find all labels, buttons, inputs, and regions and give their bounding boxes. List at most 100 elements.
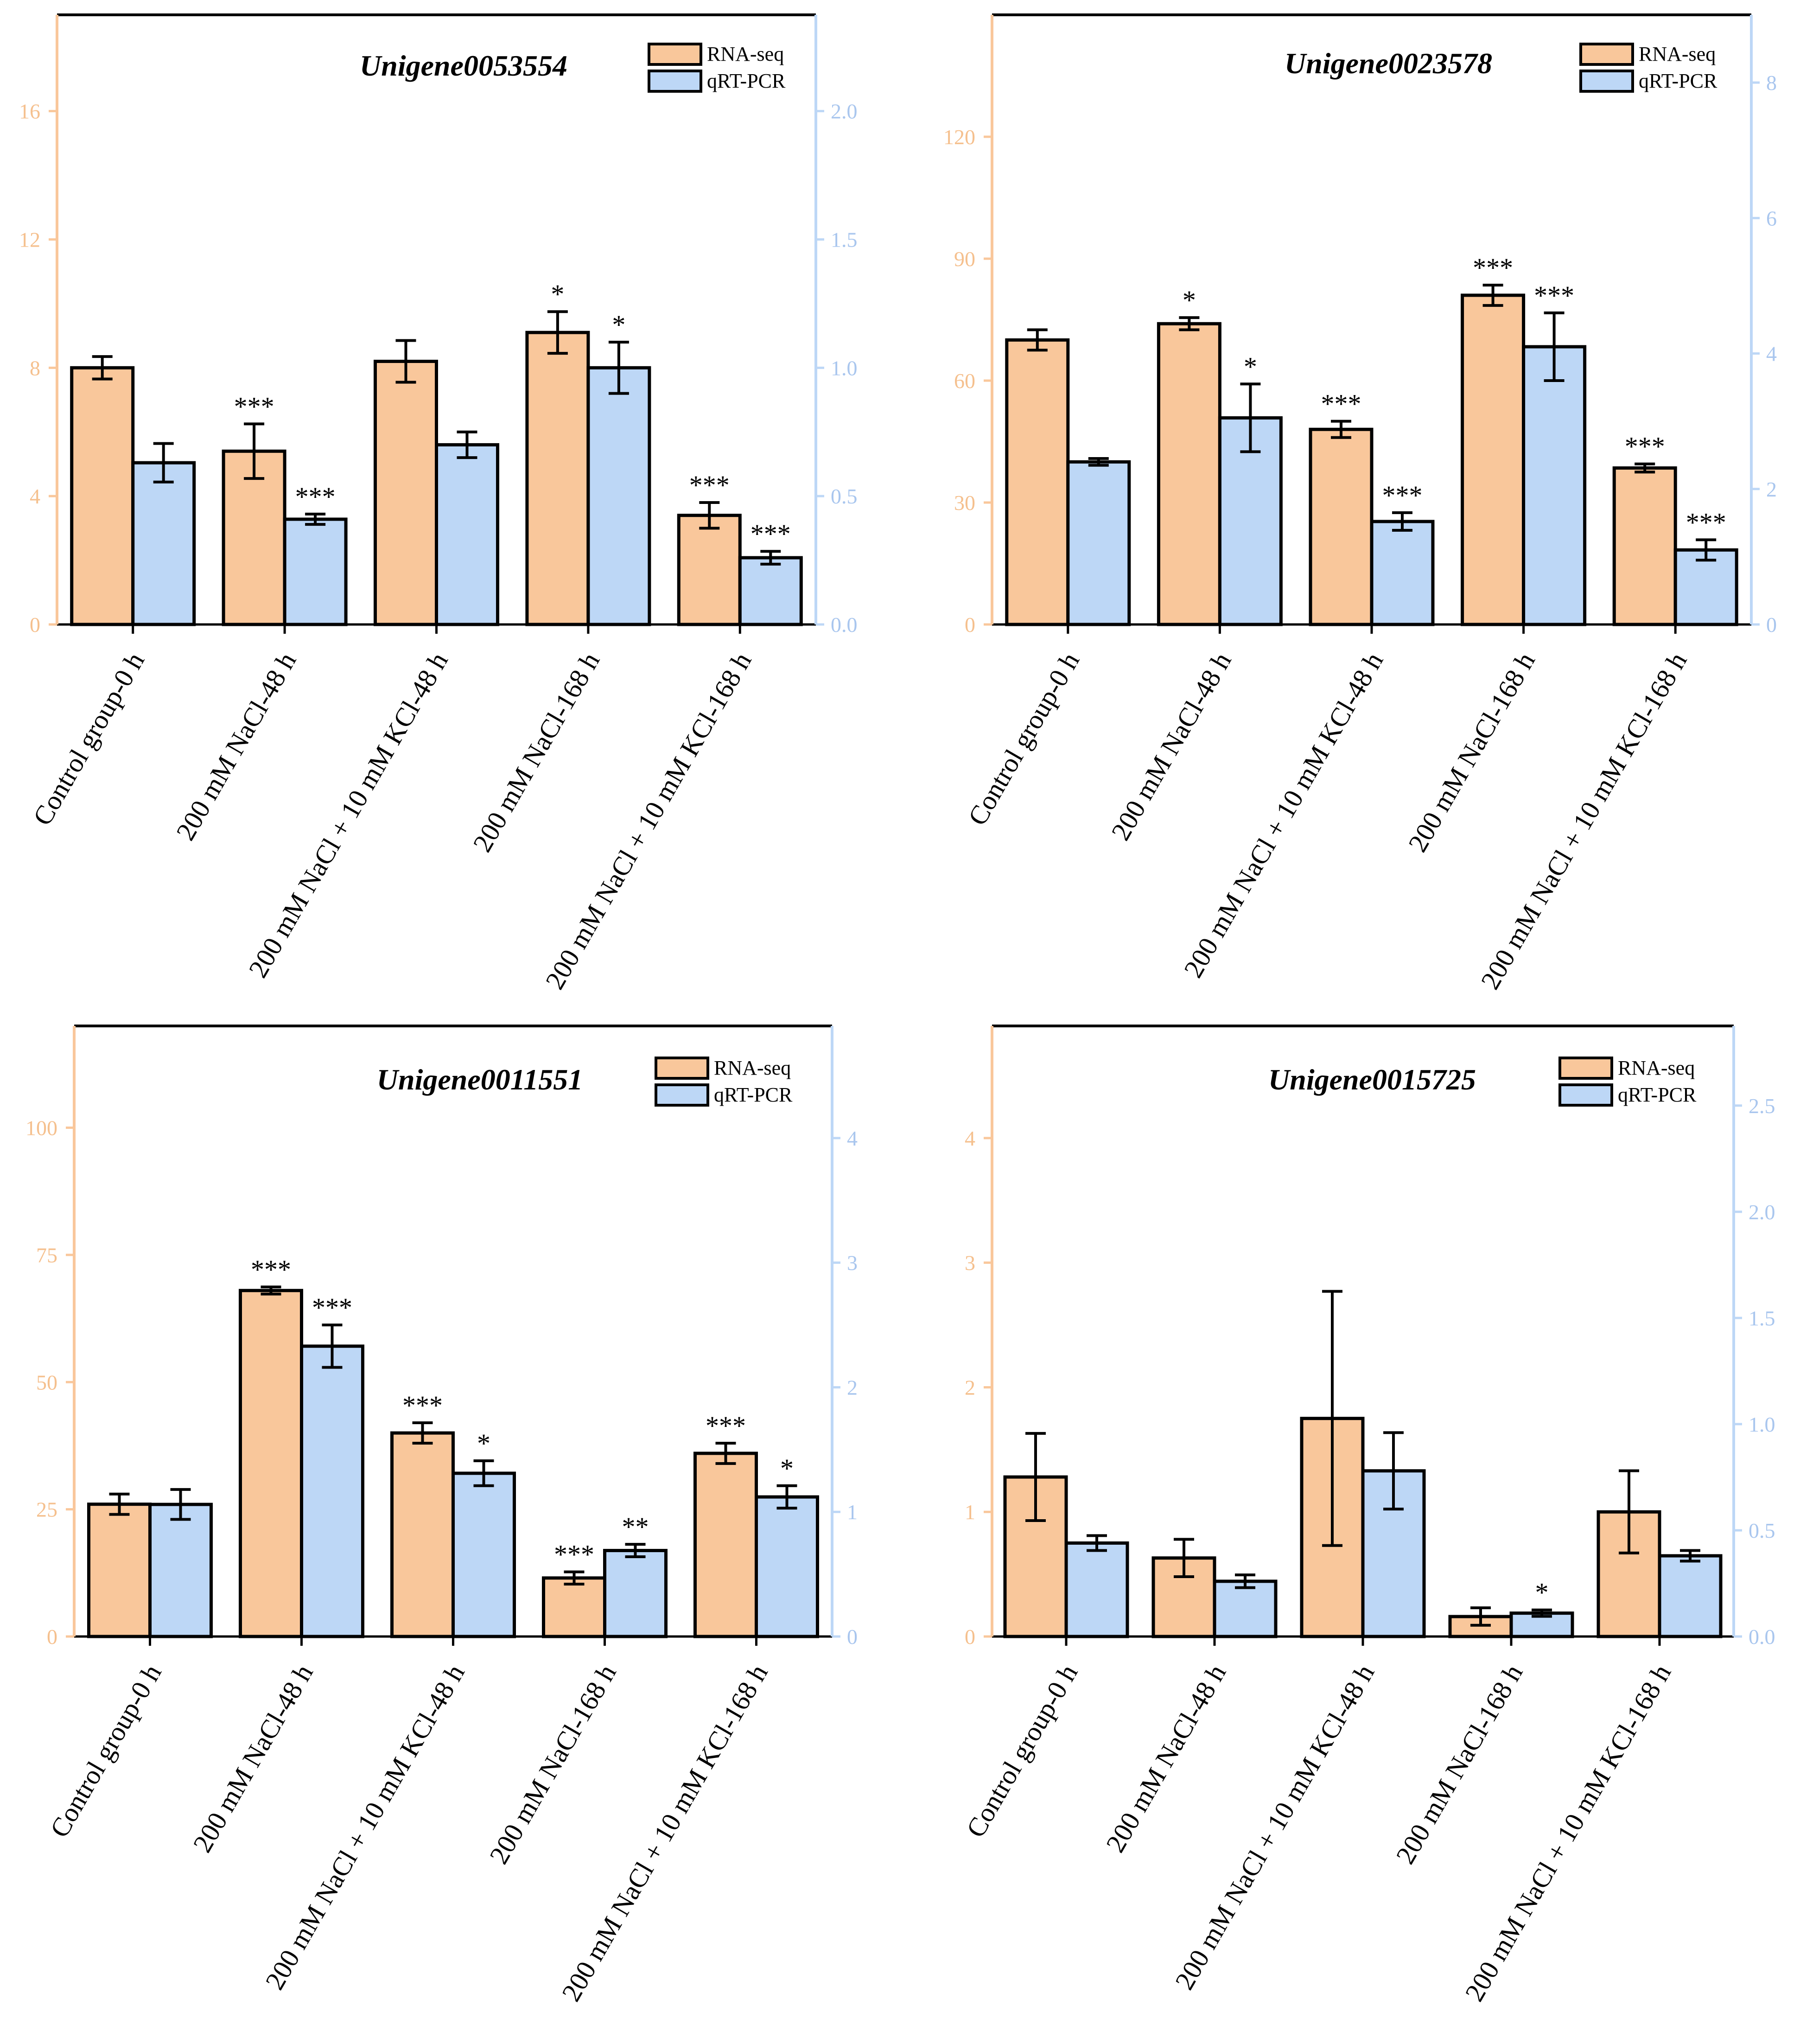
right-axis-tick-label: 0 — [847, 1625, 858, 1649]
right-axis-tick-label: 0.0 — [831, 613, 858, 637]
significance-marker: *** — [689, 470, 730, 500]
left-axis-tick-label: 75 — [36, 1243, 57, 1267]
qrt-pcr-bar — [586, 366, 651, 626]
category-label: Control group-0 h — [960, 1659, 1084, 1842]
chart-title: Unigene0023578 — [1285, 47, 1492, 80]
legend: RNA-seq qRT-PCR — [655, 1057, 793, 1107]
rna-seq-bar — [1309, 427, 1374, 626]
rna-seq-bar — [693, 1452, 758, 1638]
left-axis-tick-label: 25 — [36, 1498, 57, 1522]
rna-seq-bar — [542, 1576, 606, 1638]
significance-marker: * — [477, 1428, 490, 1458]
qrt-pcr-bar — [283, 517, 348, 626]
significance-marker: *** — [1686, 507, 1726, 537]
legend-swatch-rna-seq — [655, 1057, 709, 1080]
right-axis-tick-label: 1.5 — [1749, 1306, 1775, 1330]
right-axis-tick-label: 2 — [847, 1375, 858, 1399]
left-axis-tick-label: 120 — [943, 125, 975, 149]
qrt-pcr-bar — [1522, 345, 1587, 626]
right-axis-tick-label: 0.0 — [1749, 1625, 1775, 1649]
left-axis-tick-label: 1 — [965, 1500, 975, 1524]
significance-marker: *** — [312, 1293, 352, 1323]
rna-seq-bar — [1612, 466, 1677, 626]
legend-swatch-rna-seq — [648, 43, 702, 66]
left-axis-tick-label: 4 — [30, 484, 40, 508]
left-axis-tick-label: 12 — [19, 228, 40, 251]
qrt-pcr-bar — [435, 443, 499, 626]
legend-swatch-rna-seq — [1558, 1057, 1613, 1080]
left-axis-tick-label: 0 — [965, 613, 975, 637]
qrt-pcr-bar — [1673, 548, 1738, 626]
rna-seq-bar — [1461, 293, 1526, 626]
significance-marker: * — [1535, 1578, 1549, 1608]
chart-panel-1: 0 4 8 12 16 0.0 0.5 1.0 1.5 2.0 Control group-0 h *… — [19, 13, 858, 994]
significance-marker: *** — [1473, 253, 1513, 283]
category-label: 200 mM NaCl-48 h — [1105, 647, 1237, 845]
right-axis-tick-label: 1 — [847, 1500, 858, 1524]
left-axis-tick-label: 0 — [47, 1625, 57, 1649]
qrt-pcr-bar — [738, 556, 803, 626]
rna-seq-bar — [87, 1503, 152, 1638]
significance-marker: *** — [1534, 280, 1574, 311]
legend-label: RNA-seq — [714, 1057, 791, 1079]
significance-marker: * — [612, 310, 625, 340]
rna-seq-bar — [374, 359, 438, 626]
left-axis-tick-label: 90 — [954, 247, 975, 271]
legend: RNA-seq qRT-PCR — [648, 43, 786, 93]
legend: RNA-seq qRT-PCR — [1579, 43, 1717, 93]
right-axis-tick-label: 1.5 — [831, 228, 858, 251]
qrt-pcr-bar — [452, 1471, 516, 1638]
qrt-pcr-bar — [1213, 1579, 1278, 1638]
significance-marker: * — [551, 279, 564, 309]
significance-marker: ** — [622, 1512, 649, 1542]
right-axis-tick-label: 2.0 — [831, 100, 858, 123]
right-axis-tick-label: 0.5 — [1749, 1519, 1775, 1542]
significance-marker: *** — [706, 1411, 746, 1441]
category-label: Control group-0 h — [27, 647, 150, 830]
chart-panel-4: 0 1 2 3 4 0.0 0.5 1.0 1.5 2.0 2.5 Control group-0 h… — [960, 1025, 1775, 2006]
left-axis-tick-label: 8 — [30, 356, 40, 380]
qrt-pcr-bar — [1658, 1554, 1723, 1638]
qrt-pcr-bar — [1064, 1541, 1129, 1638]
right-axis-tick-label: 2 — [1766, 478, 1777, 501]
significance-marker: *** — [234, 391, 274, 421]
significance-marker: * — [1244, 351, 1257, 382]
right-axis-tick-label: 4 — [1766, 342, 1777, 366]
category-label: 200 mM NaCl-48 h — [1100, 1659, 1232, 1857]
category-label: Control group-0 h — [44, 1659, 167, 1842]
qrt-pcr-bar — [755, 1495, 819, 1638]
category-label: 200 mM NaCl-48 h — [170, 647, 302, 845]
significance-marker: * — [780, 1453, 794, 1484]
left-axis-tick-label: 16 — [19, 100, 40, 123]
legend-label: RNA-seq — [1639, 43, 1716, 65]
left-axis-tick-label: 0 — [30, 613, 40, 637]
left-axis-tick-label: 2 — [965, 1375, 975, 1399]
significance-marker: *** — [751, 519, 791, 549]
chart-title: Unigene0053554 — [360, 49, 567, 82]
right-axis-tick-label: 2.0 — [1749, 1200, 1775, 1224]
qrt-pcr-bar — [148, 1503, 213, 1638]
legend-swatch-qrt-pcr — [648, 70, 702, 93]
significance-marker: *** — [251, 1254, 291, 1285]
left-axis-tick-label: 3 — [965, 1251, 975, 1275]
significance-marker: *** — [1625, 432, 1665, 462]
legend-swatch-rna-seq — [1579, 43, 1634, 66]
legend-label: qRT-PCR — [714, 1083, 793, 1106]
right-axis-tick-label: 4 — [847, 1127, 858, 1150]
chart-panel-2: 0 30 60 90 120 0 2 4 6 8 Control group-0 h * * 200 mM… — [943, 13, 1777, 994]
legend: RNA-seq qRT-PCR — [1558, 1057, 1697, 1107]
left-axis-tick-label: 30 — [954, 491, 975, 515]
category-label: 200 mM NaCl-48 h — [187, 1659, 318, 1857]
right-axis-tick-label: 0 — [1766, 613, 1777, 637]
chart-title: Unigene0015725 — [1268, 1063, 1476, 1096]
legend-label: qRT-PCR — [707, 70, 786, 92]
category-label: 200 mM NaCl-168 h — [1402, 647, 1541, 857]
legend-label: RNA-seq — [1618, 1057, 1695, 1079]
category-label: Control group-0 h — [962, 647, 1085, 830]
right-axis-tick-label: 1.0 — [1749, 1413, 1775, 1436]
left-axis-tick-label: 60 — [954, 369, 975, 393]
rna-seq-bar — [1005, 338, 1070, 626]
qrt-pcr-bar — [131, 461, 196, 626]
